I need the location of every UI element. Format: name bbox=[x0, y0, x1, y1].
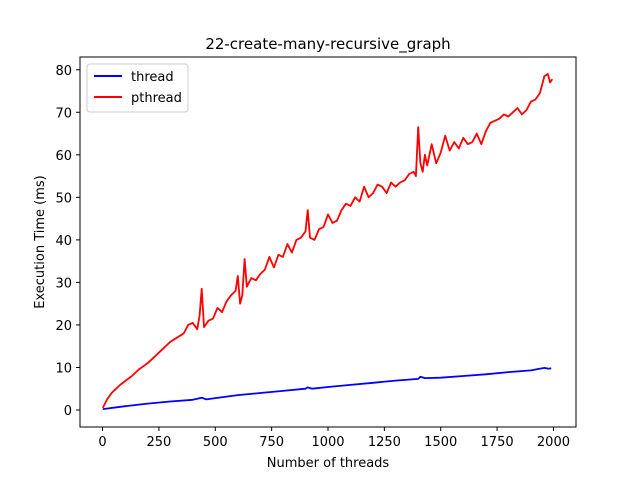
legend: thread pthread bbox=[86, 63, 189, 113]
chart-title: 22-create-many-recursive_graph bbox=[205, 35, 450, 54]
y-tick-label: 80 bbox=[55, 64, 72, 79]
y-tick-label: 40 bbox=[55, 234, 72, 249]
y-axis: 0 10 20 30 40 50 60 70 80 bbox=[55, 64, 80, 419]
series-line-thread bbox=[102, 366, 552, 410]
x-tick-label: 250 bbox=[146, 435, 171, 450]
y-tick-label: 50 bbox=[55, 191, 72, 206]
y-tick-label: 60 bbox=[55, 149, 72, 164]
series-layer bbox=[101, 73, 554, 410]
x-tick-label: 1250 bbox=[368, 435, 401, 450]
x-axis: 0 250 500 750 1000 1250 1500 1750 2000 bbox=[98, 427, 570, 450]
legend-label-thread: thread bbox=[131, 70, 174, 85]
x-tick-label: 1750 bbox=[481, 435, 514, 450]
y-tick-label: 30 bbox=[55, 276, 72, 291]
y-tick-label: 0 bbox=[64, 404, 72, 419]
x-tick-label: 0 bbox=[98, 435, 106, 450]
series-line-pthread bbox=[101, 73, 554, 409]
x-tick-label: 1500 bbox=[424, 435, 457, 450]
legend-label-pthread: pthread bbox=[131, 91, 182, 106]
x-tick-label: 1000 bbox=[311, 435, 344, 450]
y-tick-label: 70 bbox=[55, 106, 72, 121]
y-tick-label: 20 bbox=[55, 319, 72, 334]
y-axis-label: Execution Time (ms) bbox=[33, 175, 48, 308]
x-tick-label: 500 bbox=[203, 435, 228, 450]
x-tick-label: 750 bbox=[259, 435, 284, 450]
x-axis-label: Number of threads bbox=[267, 456, 390, 471]
x-tick-label: 2000 bbox=[537, 435, 570, 450]
y-tick-label: 10 bbox=[55, 361, 72, 376]
